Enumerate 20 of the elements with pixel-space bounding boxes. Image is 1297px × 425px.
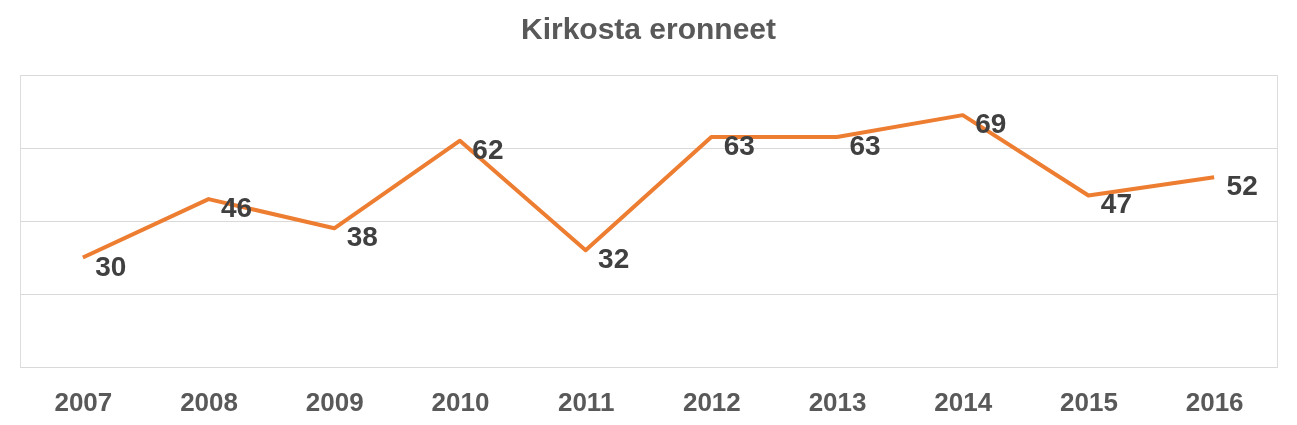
data-label: 47 [1100, 188, 1133, 220]
data-label: 63 [849, 130, 881, 162]
data-label: 63 [723, 130, 755, 162]
data-label: 52 [1226, 170, 1258, 202]
x-tick-label: 2009 [305, 386, 364, 417]
x-tick-label: 2011 [557, 386, 615, 417]
data-label: 32 [598, 243, 630, 275]
x-tick-label: 2014 [934, 386, 993, 417]
data-label: 69 [975, 108, 1007, 140]
data-label: 62 [472, 133, 504, 165]
x-tick-label: 2010 [431, 386, 490, 417]
x-tick-label: 2008 [180, 386, 238, 417]
x-tick-label: 2015 [1060, 386, 1118, 417]
x-tick-label: 2016 [1185, 386, 1244, 417]
data-label: 30 [95, 250, 127, 282]
x-tick-label: 2007 [54, 386, 113, 417]
x-tick-label: 2013 [808, 386, 867, 417]
x-tick-label: 2012 [682, 386, 741, 417]
data-label: 38 [346, 221, 378, 253]
chart-title: Kirkosta eronneet [520, 12, 777, 45]
